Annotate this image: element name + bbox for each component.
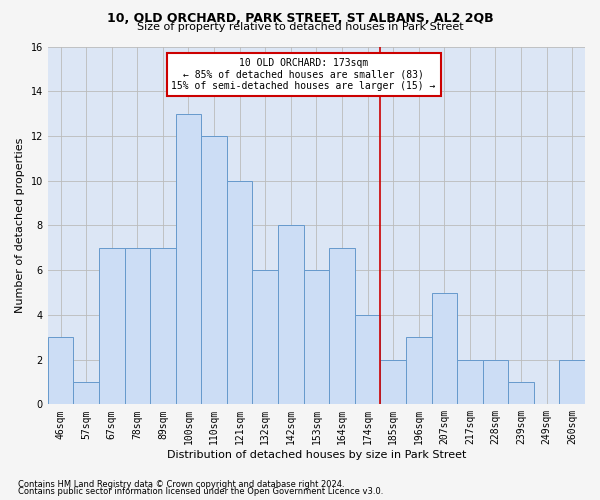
Text: Contains HM Land Registry data © Crown copyright and database right 2024.: Contains HM Land Registry data © Crown c… bbox=[18, 480, 344, 489]
Text: 10 OLD ORCHARD: 173sqm
← 85% of detached houses are smaller (83)
15% of semi-det: 10 OLD ORCHARD: 173sqm ← 85% of detached… bbox=[172, 58, 436, 91]
Bar bbox=[355, 315, 380, 404]
Bar bbox=[457, 360, 482, 405]
Bar bbox=[201, 136, 227, 404]
Bar bbox=[253, 270, 278, 404]
Bar bbox=[227, 180, 253, 404]
Text: Size of property relative to detached houses in Park Street: Size of property relative to detached ho… bbox=[137, 22, 463, 32]
Bar bbox=[48, 337, 73, 404]
Bar bbox=[482, 360, 508, 405]
Bar bbox=[278, 226, 304, 404]
Bar bbox=[380, 360, 406, 405]
Bar bbox=[559, 360, 585, 405]
Bar bbox=[304, 270, 329, 404]
Bar bbox=[150, 248, 176, 404]
X-axis label: Distribution of detached houses by size in Park Street: Distribution of detached houses by size … bbox=[167, 450, 466, 460]
Y-axis label: Number of detached properties: Number of detached properties bbox=[15, 138, 25, 313]
Bar bbox=[431, 292, 457, 405]
Bar bbox=[99, 248, 125, 404]
Text: 10, OLD ORCHARD, PARK STREET, ST ALBANS, AL2 2QB: 10, OLD ORCHARD, PARK STREET, ST ALBANS,… bbox=[107, 12, 493, 26]
Bar bbox=[329, 248, 355, 404]
Bar bbox=[508, 382, 534, 404]
Text: Contains public sector information licensed under the Open Government Licence v3: Contains public sector information licen… bbox=[18, 487, 383, 496]
Bar bbox=[125, 248, 150, 404]
Bar bbox=[406, 337, 431, 404]
Bar bbox=[176, 114, 201, 405]
Bar bbox=[73, 382, 99, 404]
